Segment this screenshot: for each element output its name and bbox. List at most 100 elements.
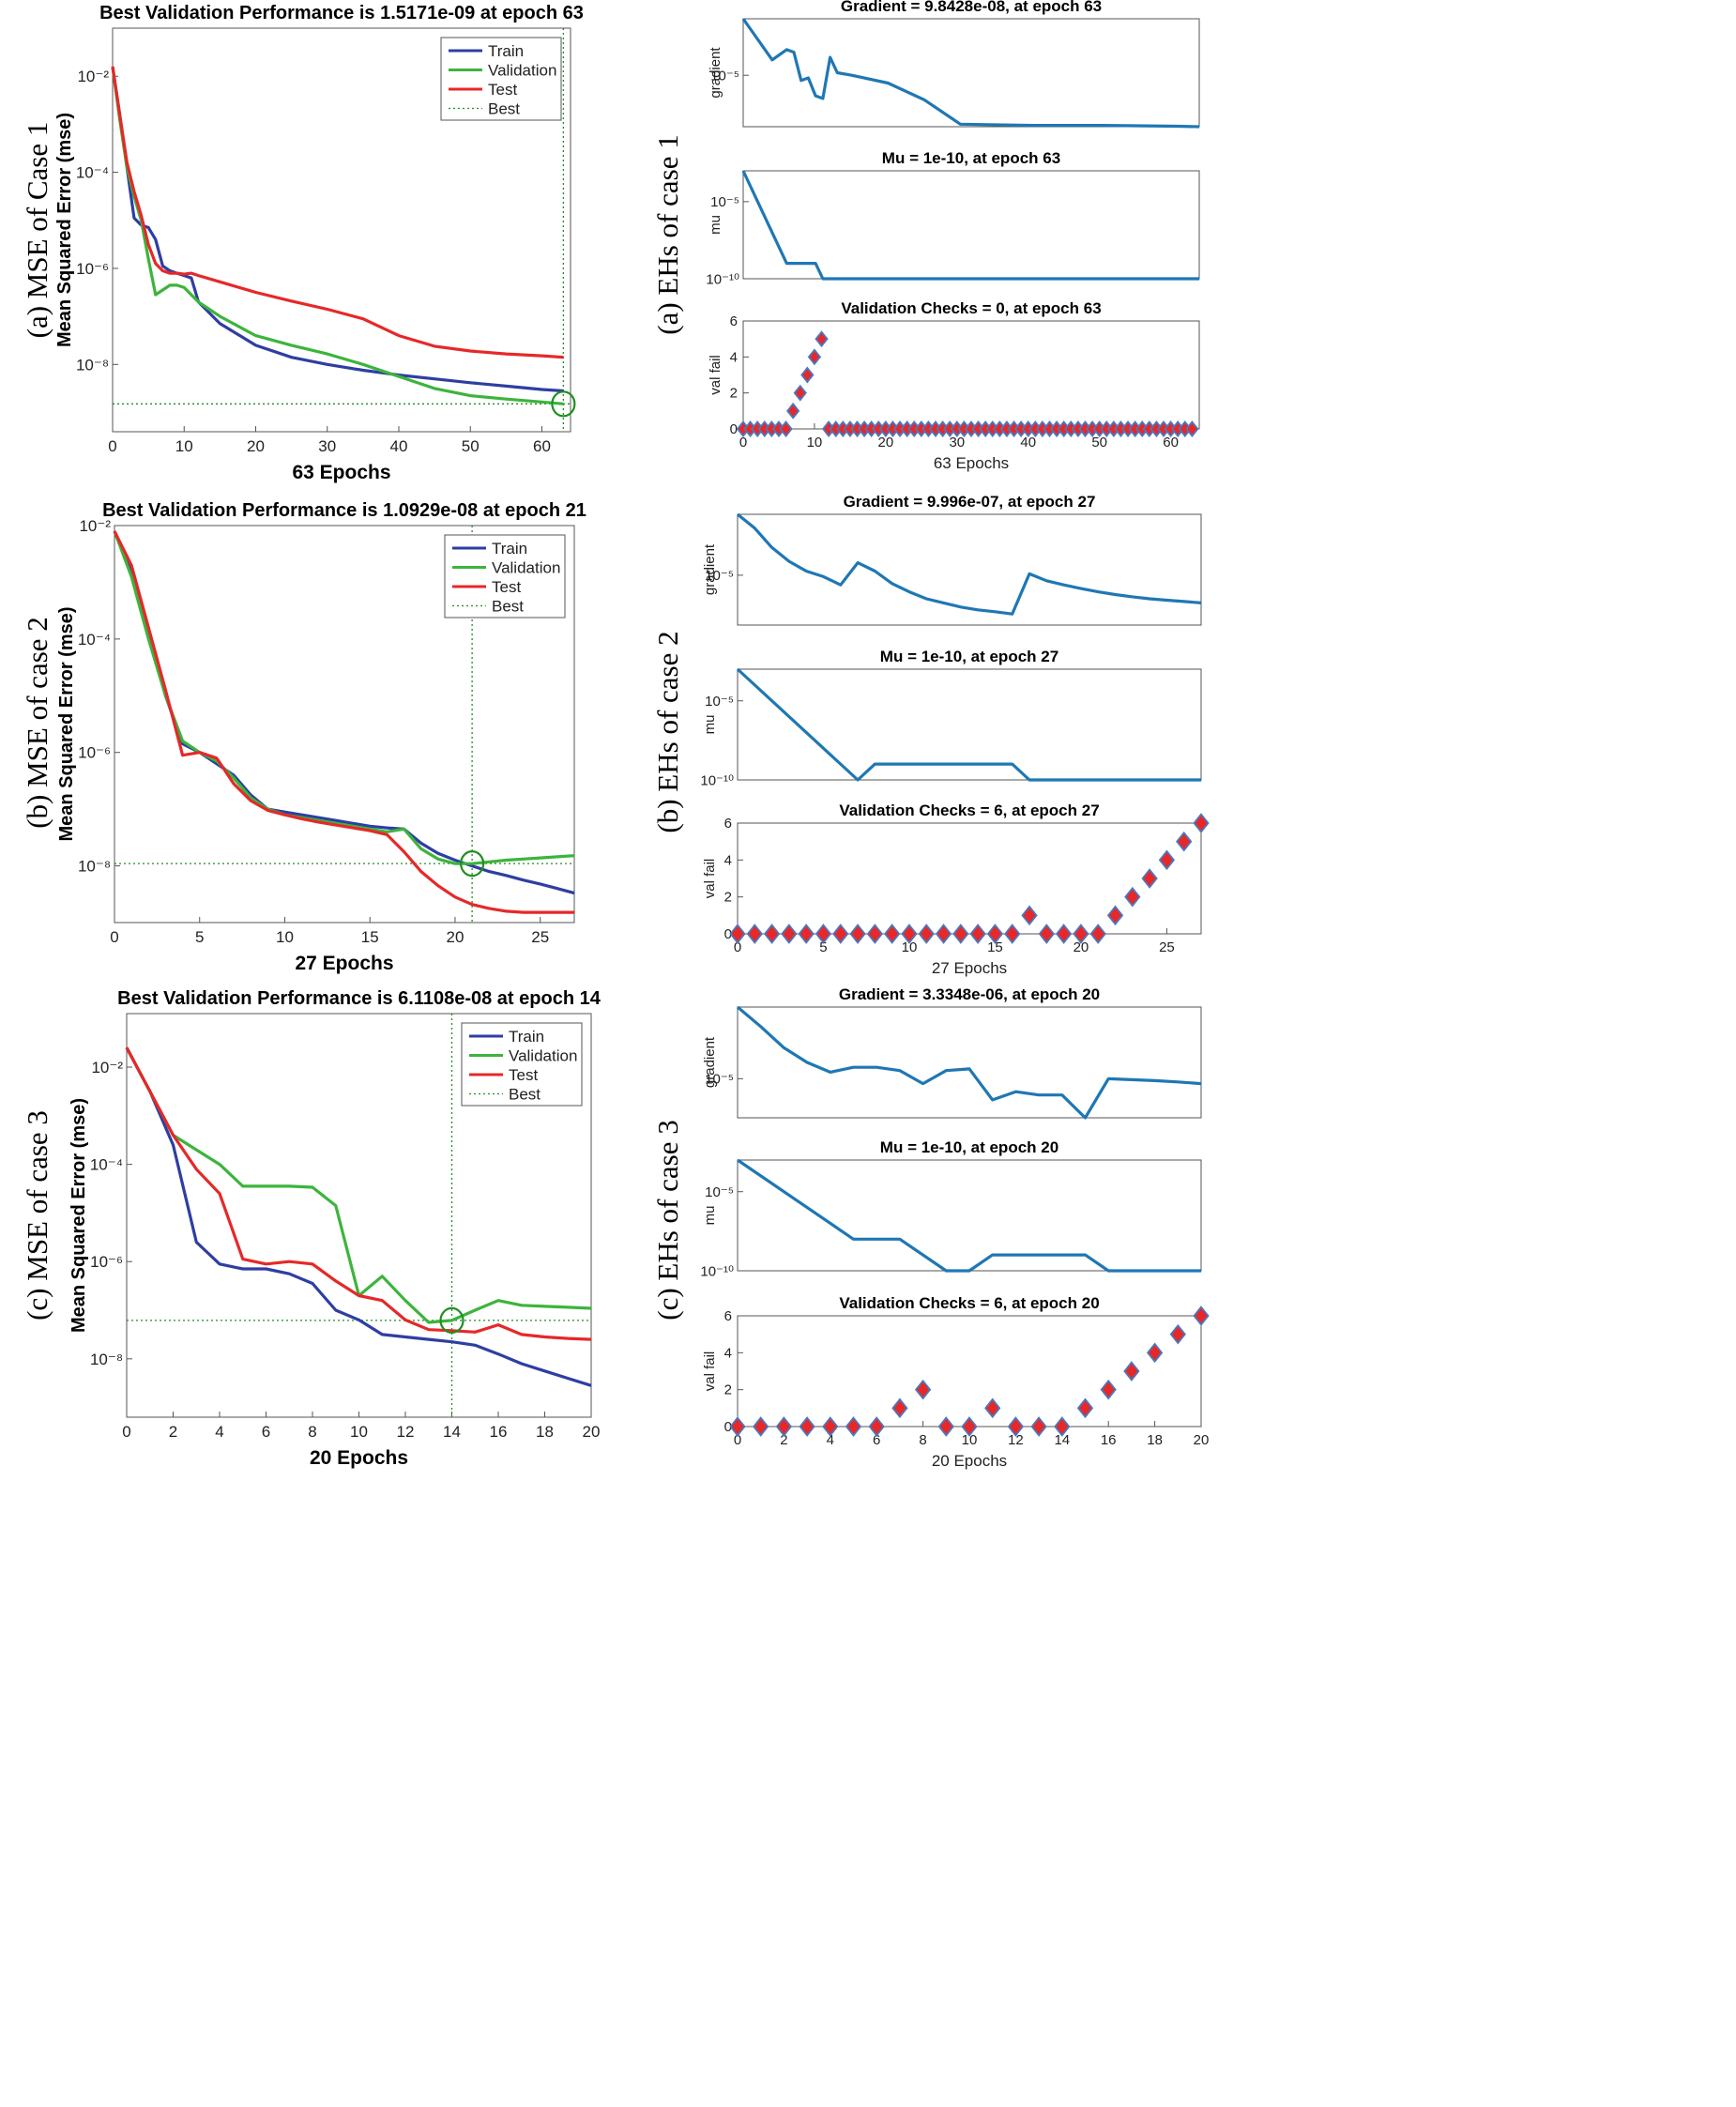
val2-xtick-label: 15	[987, 939, 1003, 955]
mse2-chart: Best Validation Performance is 1.0929e-0…	[56, 500, 586, 974]
val2-point	[1124, 886, 1141, 908]
val2-point	[746, 924, 763, 944]
val3-xtick-label: 18	[1147, 1432, 1163, 1448]
grad2-ytick-label: 10⁻⁵	[705, 568, 734, 584]
val3-point	[868, 1416, 885, 1437]
mse3-xtick-label: 6	[262, 1423, 270, 1441]
val3-chart: Validation Checks = 6, at epoch 20 20 Epo…	[702, 1294, 1210, 1470]
val3-point	[1123, 1361, 1140, 1382]
val3-point	[775, 1416, 793, 1437]
side-label-eh-1: (a) EHs of case 1	[651, 134, 684, 334]
mu2-ytick-label: 10⁻⁵	[705, 694, 734, 710]
mse1-xtick-label: 0	[108, 437, 116, 455]
val3-ytick-label: 6	[724, 1308, 732, 1324]
val2-point	[901, 924, 918, 944]
mu2-ylabel: mu	[702, 715, 718, 735]
val3-point	[1076, 1397, 1094, 1419]
mse2-xtick-label: 0	[110, 928, 118, 946]
val1-point	[807, 348, 822, 366]
mse3-ytick-label: 10⁻⁶	[90, 1253, 123, 1271]
mse3-xtick-label: 20	[583, 1423, 601, 1441]
val3-point	[1007, 1416, 1025, 1437]
mse3-xtick-label: 12	[397, 1423, 415, 1441]
val1-point	[1185, 420, 1199, 437]
mse2-xtick-label: 5	[195, 928, 204, 946]
val2-ytick-label: 0	[724, 926, 732, 942]
mu3-chart: Mu = 1e-10, at epoch 20 mu 10⁻⁵ 10⁻¹⁰	[700, 1138, 1202, 1279]
val2-point	[918, 924, 935, 944]
side-label-mse-1: (a) MSE of Case 1	[21, 122, 53, 339]
val1-chart: Validation Checks = 0, at epoch 63 63 Epo…	[708, 299, 1200, 472]
val2-point	[1158, 849, 1176, 871]
mse2-ytick-label: 10⁻⁶	[78, 744, 111, 762]
mse3-ylabel: Mean Squared Error (mse)	[69, 1098, 89, 1333]
val3-xtick-label: 16	[1101, 1432, 1117, 1448]
grad3-ytick-label: 10⁻⁵	[705, 1072, 734, 1088]
val2-xtick-label: 20	[1074, 939, 1089, 955]
mu3-plot-frame	[737, 1159, 1202, 1272]
mu2-ytick-label: 10⁻¹⁰	[700, 772, 734, 788]
mse3-ytick-label: 10⁻⁸	[90, 1351, 123, 1368]
mse3-ytick-label: 10⁻²	[91, 1059, 123, 1076]
val3-point	[845, 1416, 862, 1437]
grad3-plot-frame	[737, 1006, 1202, 1119]
mse1-xtick-label: 30	[318, 437, 336, 455]
mse1-xtick-label: 50	[462, 437, 480, 455]
mse1-plot-frame	[112, 27, 571, 433]
mu3-ytick-label: 10⁻⁵	[705, 1184, 734, 1200]
mse3-legend-label-validation: Validation	[509, 1047, 577, 1065]
val2-point	[815, 924, 832, 944]
val3-ytick-label: 4	[724, 1345, 732, 1361]
mse3-xlabel: 20 Epochs	[310, 1447, 408, 1469]
mse3-legend-label-test: Test	[509, 1066, 538, 1084]
mse1-legend-label-test: Test	[488, 81, 517, 99]
mu2-series-mu	[736, 667, 1201, 782]
mse1-xtick-label: 10	[175, 437, 193, 455]
val1-xtick-label: 60	[1163, 435, 1179, 450]
grad3-series-gradient	[736, 1005, 1202, 1120]
val3-xtick-label: 12	[1008, 1432, 1024, 1448]
mu1-ytick-label: 10⁻⁵	[710, 194, 739, 210]
mse3-title: Best Validation Performance is 6.1108e-0…	[117, 988, 602, 1009]
mse1-xtick-label: 20	[247, 437, 265, 455]
val1-xtick-label: 40	[1020, 435, 1036, 450]
val3-xtick-label: 0	[734, 1432, 741, 1448]
mu1-chart: Mu = 1e-10, at epoch 63 mu 10⁻⁵ 10⁻¹⁰	[706, 149, 1200, 287]
val2-xtick-label: 0	[734, 939, 741, 955]
grad2-series-gradient	[736, 512, 1202, 616]
mse1-xlabel: 63 Epochs	[292, 462, 390, 483]
mse1-ylabel: Mean Squared Error (mse)	[54, 113, 75, 347]
mse3-series-test	[125, 1046, 592, 1341]
mse2-legend-label-validation: Validation	[492, 559, 560, 577]
val1-ytick-label: 4	[730, 349, 738, 365]
val1-ytick-label: 0	[730, 421, 738, 437]
val3-xlabel: 20 Epochs	[932, 1452, 1007, 1470]
grad2-ylabel: gradient	[702, 543, 718, 595]
val3-ylabel: val fail	[702, 1351, 718, 1392]
val2-point	[1106, 905, 1124, 926]
val2-point	[884, 924, 901, 944]
val1-xtick-label: 20	[878, 435, 894, 450]
mse3-xtick-label: 14	[443, 1423, 461, 1441]
val1-xlabel: 63 Epochs	[934, 454, 1009, 472]
val2-xlabel: 27 Epochs	[932, 959, 1007, 977]
mse2-xtick-label: 25	[531, 928, 549, 946]
val2-ytick-label: 6	[724, 816, 732, 832]
val2-plot-frame	[737, 822, 1202, 935]
grad3-chart: Gradient = 3.3348e-06, at epoch 20 gradie…	[702, 985, 1202, 1120]
val2-xtick-label: 5	[819, 939, 827, 955]
val2-ytick-label: 4	[724, 852, 732, 868]
val3-xtick-label: 4	[827, 1432, 834, 1448]
mse3-ytick-label: 10⁻⁴	[90, 1156, 123, 1174]
val3-xtick-label: 8	[919, 1432, 926, 1448]
val3-xtick-label: 2	[780, 1432, 787, 1448]
mse3-xtick-label: 18	[536, 1423, 554, 1441]
val1-xtick-label: 0	[739, 435, 747, 450]
val1-ytick-label: 6	[730, 313, 738, 329]
val2-point	[763, 924, 781, 944]
mse2-legend-label-train: Train	[492, 540, 527, 557]
mse1-legend-label-train: Train	[488, 42, 524, 60]
val3-point	[961, 1416, 978, 1437]
grad2-title: Gradient = 9.996e-07, at epoch 27	[844, 493, 1096, 511]
val2-point	[986, 924, 1004, 944]
